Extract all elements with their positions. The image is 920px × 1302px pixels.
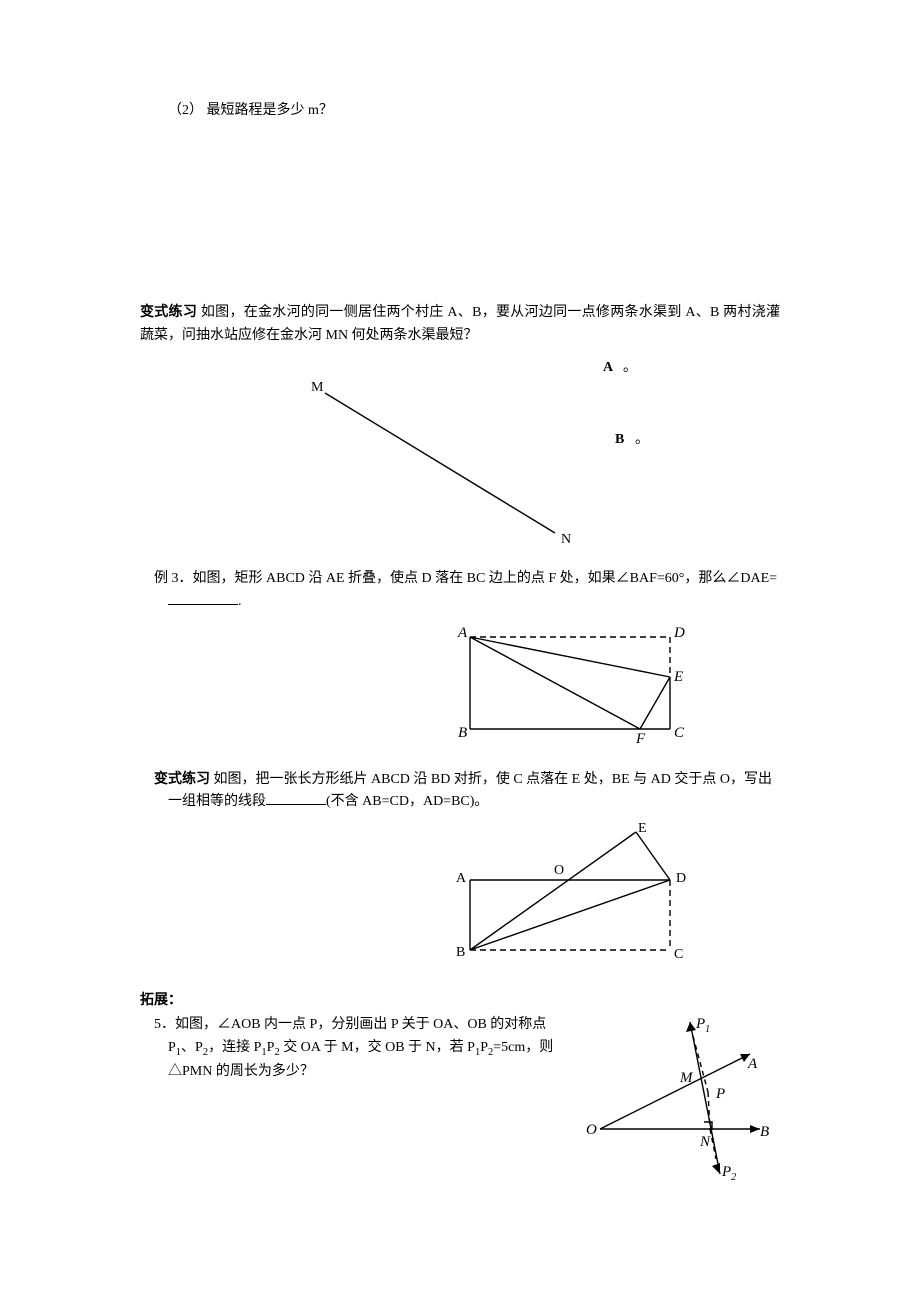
svg-text:O: O	[586, 1122, 597, 1138]
question-2: （2） 最短路程是多少 m？	[168, 100, 780, 122]
example-3-blank	[168, 604, 238, 605]
example-3-para: 例 3．如图，矩形 ABCD 沿 AE 折叠，使点 D 落在 BC 边上的点 F…	[140, 568, 780, 613]
figure-rect-fold-aef: A D E C F B	[440, 619, 710, 749]
svg-text:C: C	[674, 947, 683, 962]
variation-2-para: 变式练习 如图，把一张长方形纸片 ABCD 沿 BD 对折，使 C 点落在 E …	[140, 769, 780, 814]
svg-text:C: C	[674, 725, 685, 741]
extension-q5-num: 5．	[154, 1017, 175, 1032]
svg-text:A: A	[747, 1056, 758, 1072]
variation-1-body: 如图，在金水河的同一侧居住两个村庄 A、B，要从河边同一点修两条水渠到 A、B …	[140, 305, 780, 342]
svg-text:B: B	[456, 945, 465, 960]
svg-text:F: F	[635, 731, 646, 747]
svg-text:M: M	[311, 380, 324, 395]
svg-text:A: A	[456, 871, 467, 886]
svg-text:P2: P2	[721, 1164, 736, 1183]
variation-2-blank	[266, 804, 326, 805]
svg-text:D: D	[676, 871, 686, 886]
svg-text:E: E	[673, 669, 683, 685]
svg-text:P: P	[715, 1086, 725, 1102]
figure-mn-ab: M N A 。 B 。	[225, 353, 695, 548]
variation-2-tail: (不含 AB=CD，AD=BC)。	[326, 794, 488, 809]
variation-2-title: 变式练习	[154, 772, 210, 787]
svg-text:。: 。	[635, 432, 649, 447]
example-3-period: .	[238, 594, 242, 609]
svg-text:B: B	[458, 725, 467, 741]
svg-text:B: B	[760, 1124, 769, 1140]
example-3-prefix: 例 3．	[154, 571, 193, 586]
svg-text:B: B	[615, 432, 624, 447]
figure-rect-fold-bde: A B C D E O	[440, 820, 730, 970]
example-3-body: 如图，矩形 ABCD 沿 AE 折叠，使点 D 落在 BC 边上的点 F 处，如…	[193, 571, 778, 586]
svg-text:A: A	[457, 625, 468, 641]
figure-angle-aob: O A B P M N P1 P2	[580, 1014, 780, 1184]
svg-text:。: 。	[623, 360, 637, 375]
svg-text:N: N	[561, 532, 571, 547]
extension-title: 拓展：	[140, 990, 780, 1012]
svg-text:M: M	[679, 1070, 694, 1086]
variation-1-title: 变式练习	[140, 305, 197, 320]
svg-text:O: O	[554, 863, 564, 878]
svg-text:E: E	[638, 821, 647, 836]
svg-text:A: A	[603, 360, 614, 375]
variation-1-para: 变式练习 如图，在金水河的同一侧居住两个村庄 A、B，要从河边同一点修两条水渠到…	[140, 302, 780, 347]
svg-text:N: N	[699, 1134, 711, 1150]
svg-text:D: D	[673, 625, 685, 641]
svg-text:P1: P1	[695, 1016, 710, 1035]
